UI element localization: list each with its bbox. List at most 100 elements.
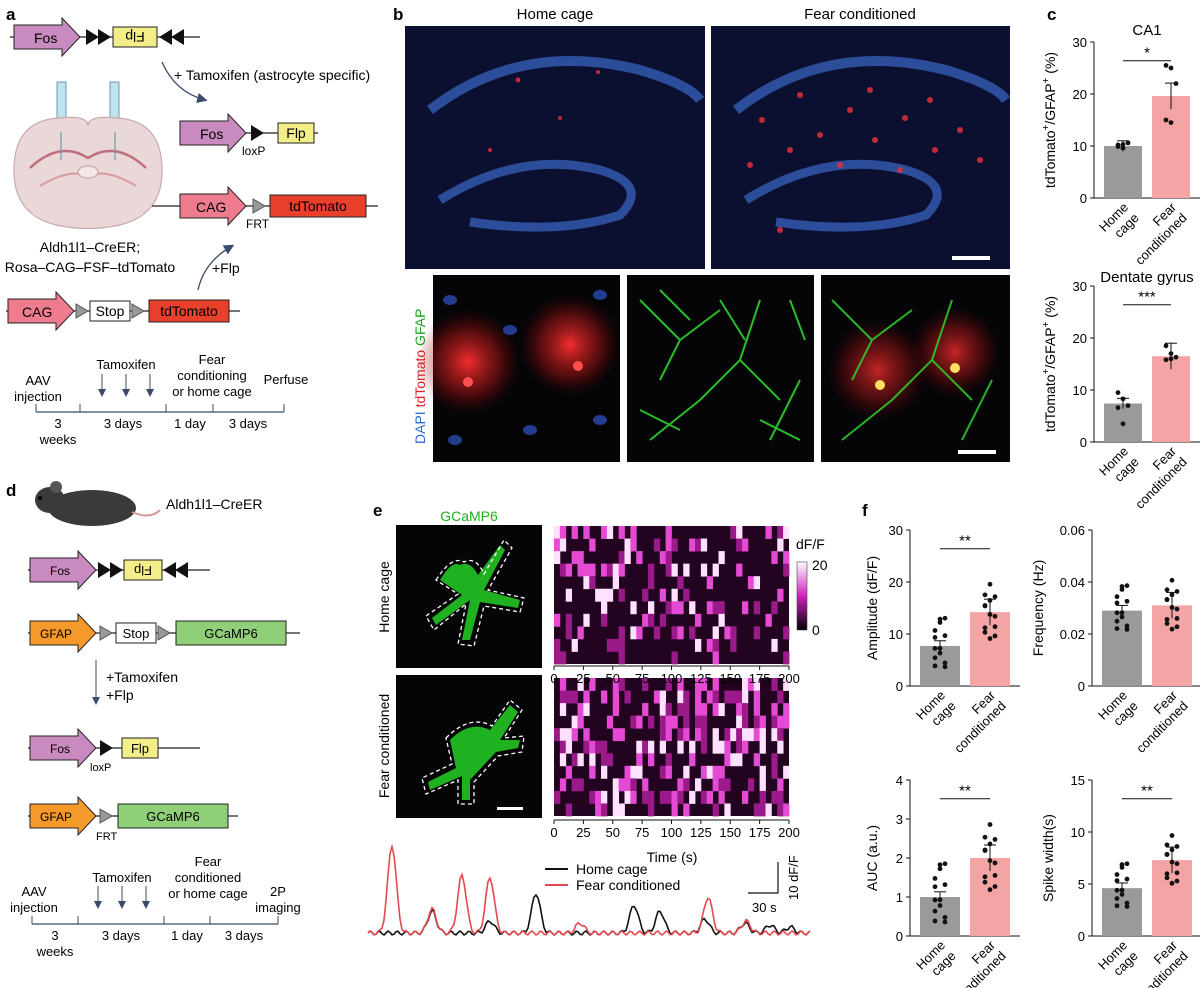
heatmap-cell xyxy=(677,576,684,590)
construct-stop-d: Stop xyxy=(123,626,150,641)
chart-ca1: CA1 0 10 20 30 * Homecage Fearconditioned tdToma… xyxy=(1041,22,1200,268)
heatmap-cell xyxy=(724,740,731,754)
heatmap-cell xyxy=(554,728,561,742)
heatmap-cell xyxy=(677,790,684,804)
data-point xyxy=(982,592,988,598)
heatmap-cell xyxy=(759,790,766,804)
heatmap-cell xyxy=(583,613,590,627)
heatmap-cell xyxy=(665,790,672,804)
construct-flp-inverted-a: Flp xyxy=(125,29,145,45)
heatmap-cell xyxy=(606,715,614,729)
heatmap-cell xyxy=(783,715,790,729)
heatmap-cell xyxy=(736,538,743,552)
heatmap-cell xyxy=(630,790,637,804)
heatmap-cell xyxy=(606,526,614,539)
panel-a: Fos Flp + Tamoxifen (astrocyte specific)… xyxy=(5,16,378,447)
heatmap-cell xyxy=(712,778,719,792)
heatmap-cell xyxy=(559,538,567,552)
data-point xyxy=(1124,861,1130,867)
data-point xyxy=(1169,626,1175,632)
brain-illustration xyxy=(13,81,163,230)
heatmap-cell xyxy=(659,613,667,627)
heatmap-cell xyxy=(777,790,784,804)
data-point xyxy=(1119,887,1125,893)
heatmap-cell xyxy=(724,778,731,792)
x-tick-label: 50 xyxy=(606,825,620,840)
construct-fos-d1: Fos xyxy=(50,564,70,578)
data-point xyxy=(932,884,938,890)
heatmap-cell xyxy=(612,576,620,590)
timeline-d-2p: 2P xyxy=(270,884,286,899)
heatmap-cell xyxy=(724,803,731,817)
heatmap-cell xyxy=(765,526,772,539)
data-point xyxy=(1114,896,1120,901)
data-point xyxy=(1174,606,1180,612)
trace-fear-conditioned xyxy=(367,843,811,937)
data-point xyxy=(1115,390,1121,395)
heatmap-cell xyxy=(571,715,578,729)
timeline-a-injection: injection xyxy=(14,389,62,404)
heatmap-cell xyxy=(612,690,620,704)
timeline-d: AAV injection Tamoxifen Fear conditioned… xyxy=(10,854,301,959)
heatmap-cell xyxy=(689,790,696,804)
heatmap-cell xyxy=(571,753,578,767)
data-point xyxy=(932,646,938,651)
heatmap-cell xyxy=(653,690,661,704)
data-point xyxy=(1174,616,1180,621)
heatmap-cell xyxy=(706,601,714,615)
y-tick-label: 1 xyxy=(896,890,903,905)
heatmap-fear-conditioned-cells xyxy=(554,678,790,817)
heatmap-cell xyxy=(565,613,573,627)
y-tick-label: 4 xyxy=(896,773,903,788)
heatmap-cell xyxy=(618,526,625,539)
heatmap-cell xyxy=(700,715,708,729)
timeline-d-aav: AAV xyxy=(21,884,46,899)
construct-fos-d2: Fos xyxy=(50,742,70,756)
x-tick-label: 25 xyxy=(576,825,590,840)
data-point xyxy=(1174,870,1180,876)
heatmap-cell xyxy=(677,678,684,691)
x-label-fear-conditioned: Fearconditioned xyxy=(1122,687,1191,756)
timeline-d-weeks: weeks xyxy=(36,944,74,959)
data-point xyxy=(1174,589,1180,594)
data-point xyxy=(1119,610,1125,616)
heatmap-cell xyxy=(747,678,755,691)
heatmap-cell xyxy=(777,538,784,552)
heatmap-cell xyxy=(577,678,584,691)
heatmap-cell xyxy=(724,626,731,640)
heatmap-cell xyxy=(718,765,725,779)
data-point xyxy=(992,873,998,878)
heatmap-cell xyxy=(771,728,778,742)
heatmap-cell xyxy=(736,753,743,767)
construct-stop-a: Stop xyxy=(96,303,125,319)
heatmap-cell xyxy=(777,740,784,754)
heatmap-cell xyxy=(671,563,678,577)
heatmap-cell xyxy=(718,613,725,627)
data-point xyxy=(1114,887,1120,893)
heatmap-cell xyxy=(642,613,649,627)
heatmap-cell xyxy=(706,790,714,804)
heatmap-cell xyxy=(730,728,737,742)
heatmap-cell xyxy=(771,715,778,729)
loxp-label-d: loxP xyxy=(90,762,111,774)
heatmap-cell xyxy=(683,690,690,704)
heatmap-cell xyxy=(583,740,590,754)
heatmap-cell xyxy=(601,526,608,539)
data-point xyxy=(982,874,988,880)
trace-home-cage xyxy=(367,893,811,937)
heatmap-cell xyxy=(612,703,620,717)
heatmap-cell xyxy=(777,588,784,602)
data-point xyxy=(942,660,948,666)
x-label-home-cage: Homecage xyxy=(1095,938,1141,984)
data-point xyxy=(937,903,943,908)
legend-home-label: Home cage xyxy=(576,861,648,877)
heatmap-cell xyxy=(742,740,749,754)
frt-label-d: FRT xyxy=(96,831,117,843)
bar-home-cage xyxy=(1102,610,1142,686)
heatmap-cell xyxy=(771,703,778,717)
heatmap-cell xyxy=(747,728,755,742)
heatmap-cell xyxy=(753,690,761,704)
timeline-a-home-cage: or home cage xyxy=(172,384,252,399)
heatmap-cell xyxy=(677,778,684,792)
